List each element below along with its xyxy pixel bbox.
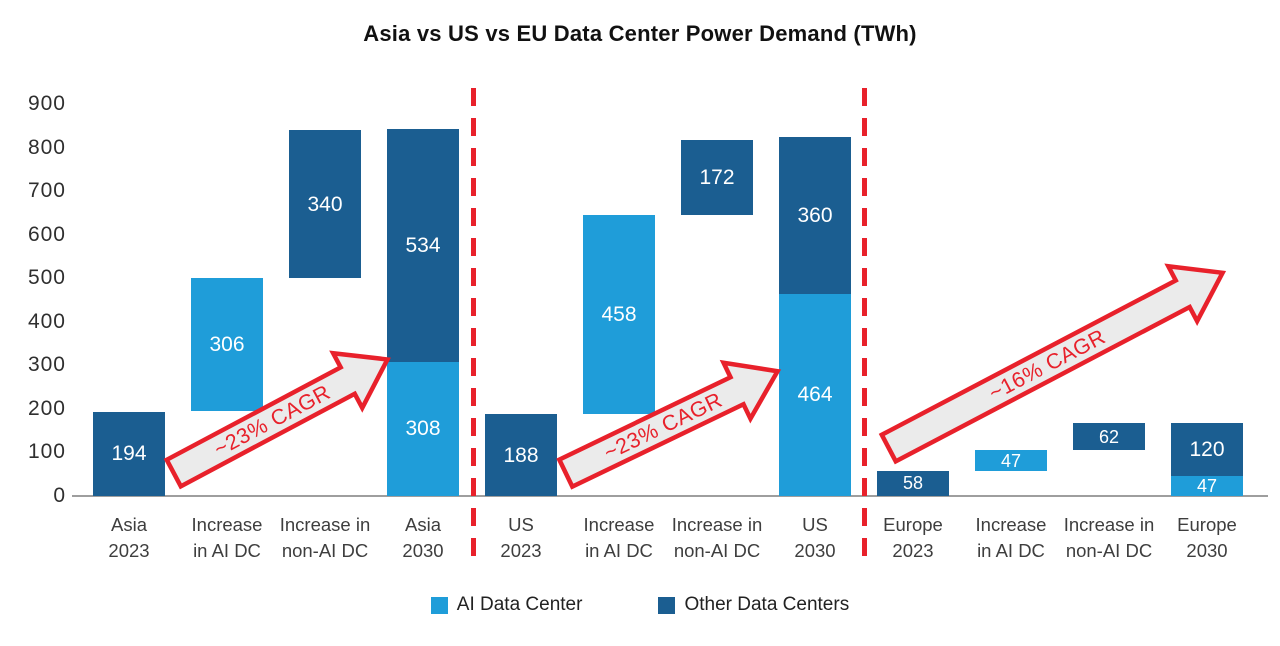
x-axis-label: US 2023 xyxy=(500,514,542,561)
segment-other-data-centers: 58 xyxy=(877,470,949,496)
region-divider xyxy=(862,88,867,556)
x-axis-label: Asia 2030 xyxy=(402,514,444,561)
cagr-label: ~16% CAGR xyxy=(985,324,1110,405)
x-axis-line xyxy=(72,495,1268,497)
y-tick-label: 600 xyxy=(27,222,66,246)
legend-item-other-data-centers: Other Data Centers xyxy=(658,594,849,616)
segment-other-data-centers: 172 xyxy=(681,139,753,215)
legend-item-ai-data-center: AI Data Center xyxy=(430,594,583,616)
segment-ai-data-center: 458 xyxy=(583,214,655,415)
y-tick-label: 500 xyxy=(27,266,66,290)
segment-other-data-centers: 188 xyxy=(485,414,557,496)
x-axis-label: Increase in AI DC xyxy=(583,514,655,561)
segment-other-data-centers: 340 xyxy=(289,130,361,279)
legend: AI Data Center Other Data Centers xyxy=(0,594,1280,616)
x-axis-label: Asia 2023 xyxy=(108,514,150,561)
y-tick-label: 0 xyxy=(53,484,66,507)
segment-ai-data-center: 47 xyxy=(1171,475,1243,496)
x-axis-label: Increase in AI DC xyxy=(191,514,263,561)
y-tick-label: 700 xyxy=(27,179,66,203)
x-axis-label: Increase in non-AI DC xyxy=(1063,514,1155,561)
segment-ai-data-center: 464 xyxy=(779,293,851,496)
segment-other-data-centers: 194 xyxy=(93,411,165,496)
legend-swatch-ai-icon xyxy=(430,596,448,614)
segment-value-label: 340 xyxy=(307,192,343,216)
segment-value-label: 47 xyxy=(1196,475,1218,496)
y-tick-label: 100 xyxy=(27,440,66,464)
x-axis-label: Increase in AI DC xyxy=(975,514,1047,561)
chart-title: Asia vs US vs EU Data Center Power Deman… xyxy=(363,21,917,46)
y-tick-label: 300 xyxy=(27,353,66,377)
segment-value-label: 360 xyxy=(797,203,833,227)
segment-value-label: 172 xyxy=(699,165,735,189)
x-axis-label: Europe 2030 xyxy=(1177,514,1237,561)
segment-value-label: 188 xyxy=(503,443,539,467)
y-tick-label: 200 xyxy=(27,396,66,420)
segment-value-label: 194 xyxy=(111,442,147,466)
region-divider xyxy=(471,88,476,556)
segment-value-label: 62 xyxy=(1098,426,1120,447)
segment-value-label: 306 xyxy=(209,333,245,357)
segment-value-label: 534 xyxy=(405,234,441,258)
segment-ai-data-center: 47 xyxy=(975,450,1047,471)
legend-label: AI Data Center xyxy=(456,594,583,615)
segment-value-label: 47 xyxy=(1000,450,1022,471)
segment-other-data-centers: 62 xyxy=(1073,423,1145,451)
y-tick-label: 400 xyxy=(27,309,66,333)
legend-swatch-other-icon xyxy=(658,596,676,614)
x-axis-label: Increase in non-AI DC xyxy=(671,514,763,561)
segment-other-data-centers: 534 xyxy=(387,129,459,362)
segment-ai-data-center: 308 xyxy=(387,361,459,496)
segment-value-label: 120 xyxy=(1189,437,1225,461)
legend-label: Other Data Centers xyxy=(684,594,850,615)
segment-ai-data-center: 306 xyxy=(191,278,263,412)
segment-other-data-centers: 120 xyxy=(1171,423,1243,476)
y-tick-label: 800 xyxy=(27,135,66,159)
segment-value-label: 458 xyxy=(601,302,637,326)
x-axis-label: Europe 2023 xyxy=(883,514,943,561)
segment-value-label: 308 xyxy=(405,417,441,441)
x-axis-label: Increase in non-AI DC xyxy=(279,514,371,561)
segment-other-data-centers: 360 xyxy=(779,137,851,294)
segment-value-label: 464 xyxy=(797,383,833,407)
x-axis-label: US 2030 xyxy=(794,514,836,561)
segment-value-label: 58 xyxy=(902,473,924,494)
y-tick-label: 900 xyxy=(27,92,66,115)
